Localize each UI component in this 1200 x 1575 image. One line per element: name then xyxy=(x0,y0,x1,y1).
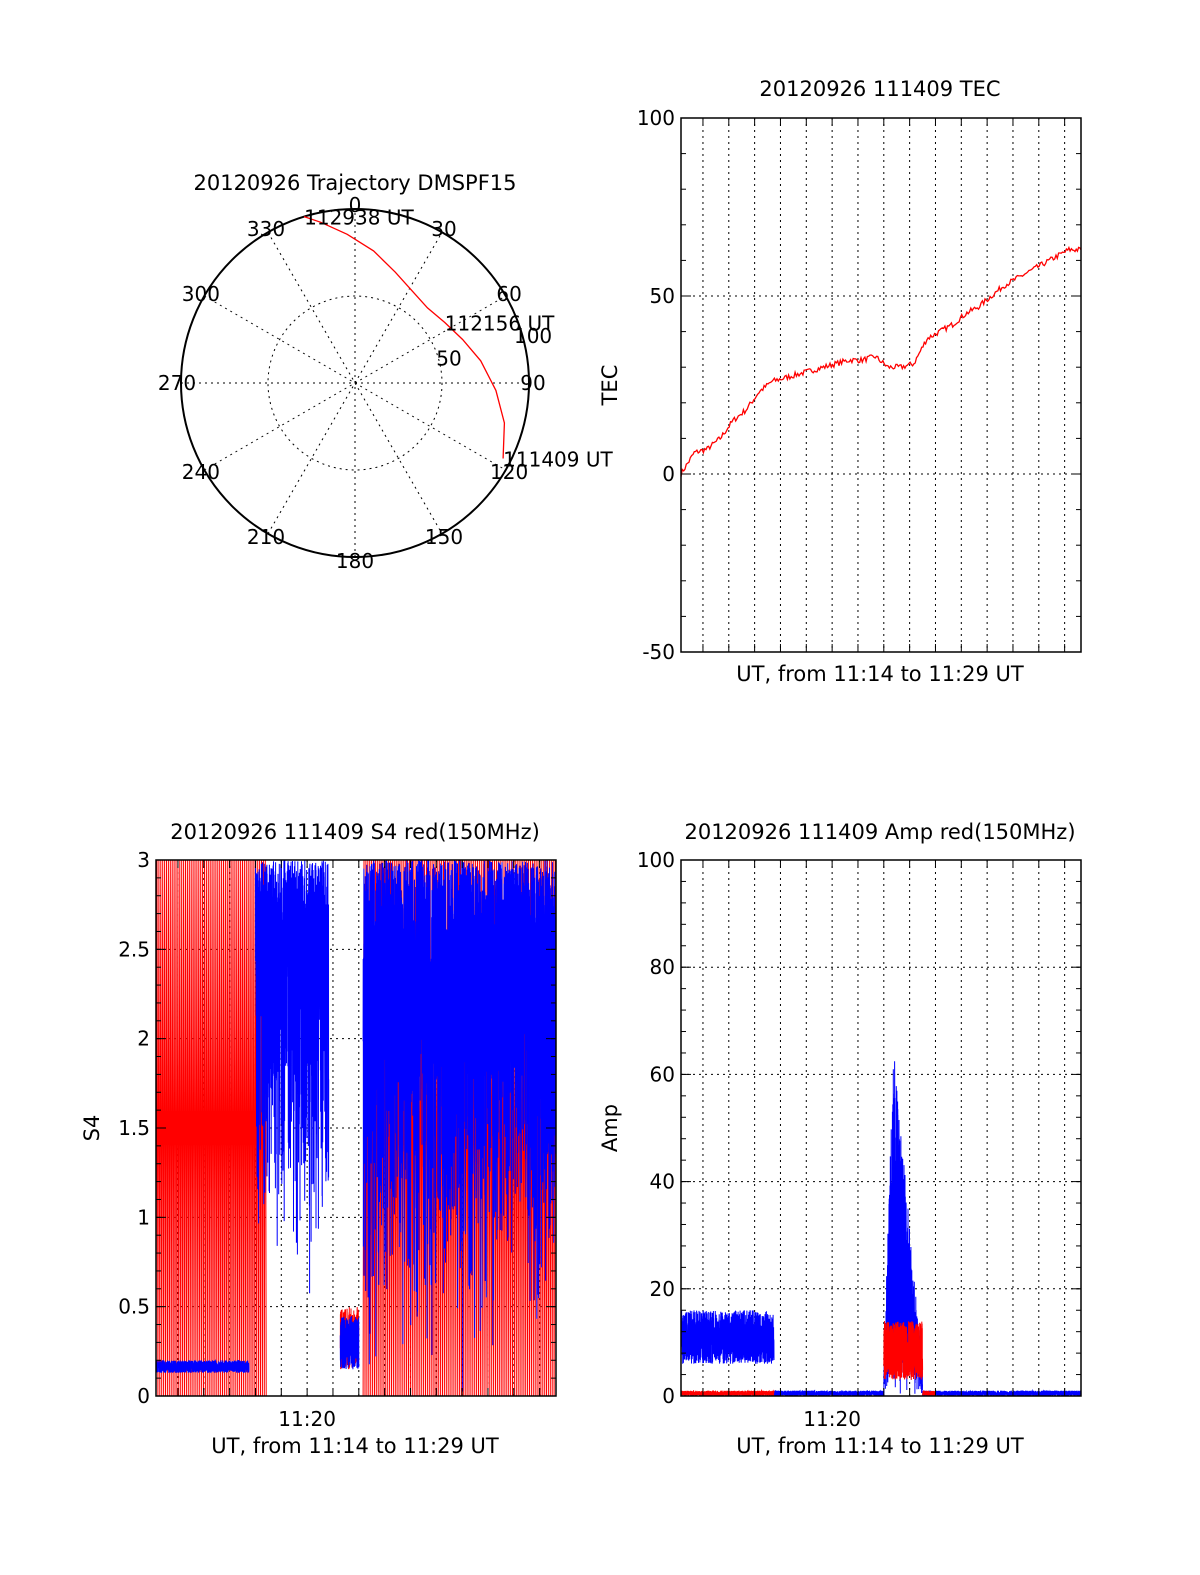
s4-title: 20120926 111409 S4 red(150MHz) xyxy=(170,820,540,844)
amp-y-tick-label: 40 xyxy=(650,1170,675,1194)
polar-angle-label: 210 xyxy=(247,525,285,549)
amp-y-tick-label: 100 xyxy=(637,848,675,872)
s4-y-tick-label: 0.5 xyxy=(118,1295,150,1319)
trajectory-time-label: 112156 UT xyxy=(445,311,555,335)
tec-series-line xyxy=(681,245,1081,477)
s4-series xyxy=(156,860,556,1396)
tec-title: 20120926 111409 TEC xyxy=(759,77,1000,101)
amp-series-trace xyxy=(773,1389,885,1396)
s4-series-trace xyxy=(255,860,330,1294)
s4-series-trace xyxy=(156,860,267,1396)
s4-series-trace xyxy=(156,1359,250,1373)
polar-grid-spoke xyxy=(267,232,443,534)
tec-xlabel: UT, from 11:14 to 11:29 UT xyxy=(736,662,1024,686)
amp-ylabel: Amp xyxy=(598,1104,622,1152)
polar-angle-label: 300 xyxy=(182,282,220,306)
polar-annotations: 111409 UT 112156 UT 112938 UT xyxy=(304,206,613,472)
amp-grid xyxy=(681,860,1081,1396)
polar-radial-label: 50 xyxy=(436,346,461,370)
amp-ticks: 0 20 40 60 80 100 11:20 xyxy=(637,848,1081,1431)
tec-y-tick-label: -50 xyxy=(642,640,675,664)
polar-angle-label: 330 xyxy=(247,217,285,241)
polar-trajectory-series xyxy=(303,215,506,459)
trajectory-polar-plot: 20120926 Trajectory DMSPF15 0 30 60 90 120 15… xyxy=(158,171,614,573)
polar-grid-circle xyxy=(267,295,443,471)
s4-ylabel: S4 xyxy=(80,1115,104,1142)
tec-grid xyxy=(681,118,1081,652)
polar-angle-labels: 0 30 60 90 120 150 180 210 240 270 300 330 xyxy=(158,193,546,573)
polar-angle-label: 150 xyxy=(425,525,463,549)
trajectory-line xyxy=(303,215,506,459)
amp-series-trace xyxy=(883,1321,924,1380)
s4-series-trace xyxy=(339,1315,360,1370)
s4-panel: 20120926 111409 S4 red(150MHz) 0 0.5 1 1.5 2… xyxy=(80,820,557,1458)
polar-angle-label: 180 xyxy=(336,549,374,573)
polar-angle-label: 90 xyxy=(520,371,545,395)
amp-series-trace xyxy=(922,1389,1081,1396)
polar-grid xyxy=(181,209,529,557)
s4-series-trace xyxy=(362,860,556,1392)
s4-y-tick-label: 2.5 xyxy=(118,937,150,961)
s4-y-tick-label: 1.5 xyxy=(118,1116,150,1140)
amp-y-tick-label: 20 xyxy=(650,1277,675,1301)
amp-series-trace xyxy=(922,1390,936,1396)
polar-radial-label: 100 xyxy=(514,324,552,348)
s4-xlabel: UT, from 11:14 to 11:29 UT xyxy=(211,1434,499,1458)
s4-y-tick-label: 0 xyxy=(137,1384,150,1408)
polar-angle-label: 30 xyxy=(431,217,456,241)
polar-angle-label: 0 xyxy=(349,193,362,217)
tec-frame xyxy=(680,117,1082,653)
polar-angle-label: 240 xyxy=(182,460,220,484)
amp-y-tick-label: 0 xyxy=(662,1384,675,1408)
tec-y-tick-label: 0 xyxy=(662,462,675,486)
tec-series xyxy=(681,245,1081,477)
polar-angle-label: 120 xyxy=(490,460,528,484)
amp-series xyxy=(681,1061,1081,1396)
tec-y-tick-label: 50 xyxy=(650,284,675,308)
amp-xlabel: UT, from 11:14 to 11:29 UT xyxy=(736,1434,1024,1458)
amp-x-tick-label: 11:20 xyxy=(803,1407,861,1431)
trajectory-title: 20120926 Trajectory DMSPF15 xyxy=(193,171,516,195)
tec-ticks: -50 0 50 100 xyxy=(637,106,1081,664)
tec-ylabel: TEC xyxy=(598,365,622,407)
polar-angle-label: 270 xyxy=(158,371,196,395)
amp-series-trace xyxy=(681,1388,775,1396)
amp-series-trace xyxy=(681,1310,775,1364)
amp-title: 20120926 111409 Amp red(150MHz) xyxy=(684,820,1075,844)
tec-panel: 20120926 111409 TEC -50 0 50 100 UT, from 1… xyxy=(598,77,1082,686)
trajectory-time-label: 111409 UT xyxy=(503,447,613,471)
tec-y-tick-label: 100 xyxy=(637,106,675,130)
s4-y-tick-label: 2 xyxy=(137,1027,150,1051)
amp-frame xyxy=(680,859,1082,1397)
polar-outer-circle xyxy=(180,208,530,558)
s4-y-tick-label: 1 xyxy=(137,1205,150,1229)
polar-radial-labels: 50 100 xyxy=(436,324,552,371)
amp-panel: 20120926 111409 Amp red(150MHz) 0 20 40 60 8… xyxy=(598,820,1082,1458)
s4-ticks: 0 0.5 1 1.5 2 2.5 3 11:20 xyxy=(118,848,556,1431)
s4-x-tick-label: 11:20 xyxy=(278,1407,336,1431)
polar-angle-label: 60 xyxy=(496,282,521,306)
trajectory-time-label: 112938 UT xyxy=(304,206,414,230)
amp-y-tick-label: 80 xyxy=(650,955,675,979)
amp-y-tick-label: 60 xyxy=(650,1062,675,1086)
s4-y-tick-label: 3 xyxy=(137,848,150,872)
